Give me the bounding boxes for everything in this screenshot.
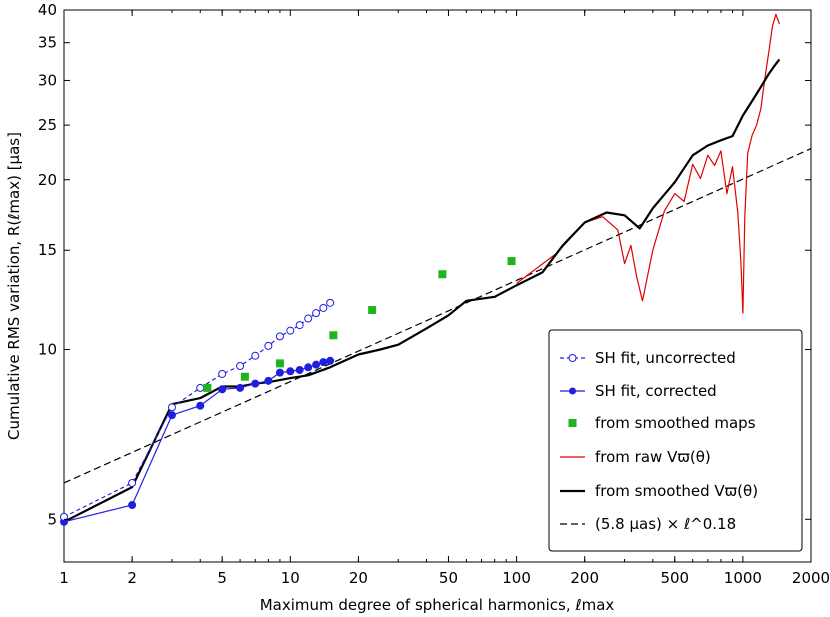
x-tick-label: 1000 bbox=[724, 569, 762, 587]
corrected-point bbox=[251, 379, 260, 388]
legend-label-smoothed: from smoothed Vϖ(θ) bbox=[595, 482, 758, 500]
smoothed-map-point bbox=[438, 270, 447, 279]
y-tick-label: 25 bbox=[38, 116, 57, 134]
legend-label-uncorrected: SH fit, uncorrected bbox=[595, 349, 736, 367]
corrected-point bbox=[326, 356, 335, 365]
smoothed-map-point bbox=[368, 306, 377, 315]
smoothed-map-point bbox=[275, 359, 284, 368]
uncorrected-point bbox=[264, 341, 273, 350]
x-tick-label: 2000 bbox=[792, 569, 830, 587]
corrected-point bbox=[218, 385, 227, 394]
x-tick-label: 100 bbox=[502, 569, 531, 587]
corrected-point bbox=[275, 368, 284, 377]
corrected-point bbox=[312, 360, 321, 369]
y-tick-label: 5 bbox=[47, 510, 57, 528]
legend-label-fit: (5.8 μas) × ℓ^0.18 bbox=[595, 515, 736, 533]
uncorrected-point bbox=[218, 369, 227, 378]
legend: SH fit, uncorrected SH fit, corrected fr… bbox=[548, 329, 803, 552]
corrected-point bbox=[264, 376, 273, 385]
smoothed-map-point bbox=[203, 383, 212, 392]
y-tick-label: 35 bbox=[38, 34, 57, 52]
uncorrected-point bbox=[312, 309, 321, 318]
uncorrected-point bbox=[128, 478, 137, 487]
tick-layer: 1 2 5 10 20 50 100 200 500 1000 200051015202530354… bbox=[38, 1, 830, 587]
y-axis-label: Cumulative RMS variation, R(ℓmax) [μas] bbox=[5, 132, 23, 440]
smoothed-map-point bbox=[507, 257, 516, 266]
legend-label-raw: from raw Vϖ(θ) bbox=[595, 448, 711, 466]
x-tick-label: 200 bbox=[570, 569, 599, 587]
y-tick-label: 30 bbox=[38, 71, 57, 89]
uncorrected-point bbox=[326, 298, 335, 307]
uncorrected-point bbox=[286, 326, 295, 335]
x-tick-label: 50 bbox=[439, 569, 458, 587]
uncorrected-point bbox=[236, 361, 245, 370]
uncorrected-point bbox=[319, 303, 328, 312]
uncorrected-point bbox=[167, 403, 176, 412]
legend-handles bbox=[560, 354, 585, 525]
series-layer bbox=[60, 13, 812, 526]
uncorrected-point bbox=[295, 321, 304, 330]
x-tick-label: 1 bbox=[59, 569, 69, 587]
legend-box bbox=[548, 329, 803, 552]
x-tick-label: 5 bbox=[217, 569, 227, 587]
y-tick-label: 10 bbox=[38, 341, 57, 359]
x-tick-label: 10 bbox=[281, 569, 300, 587]
legend-label-corrected: SH fit, corrected bbox=[595, 382, 717, 400]
uncorrected-point bbox=[275, 332, 284, 341]
legend-marker-corrected bbox=[569, 387, 576, 395]
x-tick-label: 2 bbox=[127, 569, 137, 587]
x-tick-label: 20 bbox=[349, 569, 368, 587]
corrected-point bbox=[304, 363, 313, 372]
legend-marker-uncorrected bbox=[568, 354, 577, 362]
y-tick-label: 40 bbox=[38, 1, 57, 19]
corrected-point bbox=[286, 367, 295, 376]
y-tick-label: 15 bbox=[38, 241, 57, 259]
fit-line bbox=[63, 148, 812, 484]
legend-marker-smoothed-maps bbox=[568, 419, 577, 427]
legend-label-smoothed-maps: from smoothed maps bbox=[595, 414, 756, 432]
corrected-point bbox=[295, 365, 304, 374]
smoothed-map-point bbox=[329, 331, 338, 340]
uncorrected-point bbox=[196, 383, 205, 392]
x-axis-label: Maximum degree of spherical harmonics, ℓ… bbox=[260, 596, 615, 614]
corrected-point bbox=[196, 401, 205, 410]
corrected-point bbox=[128, 501, 137, 510]
corrected-point bbox=[167, 411, 176, 420]
corrected-point bbox=[236, 383, 245, 392]
uncorrected-point bbox=[60, 512, 68, 521]
corrected-point bbox=[319, 358, 328, 367]
x-tick-label: 500 bbox=[660, 569, 689, 587]
uncorrected-point bbox=[251, 351, 260, 360]
uncorrected-point bbox=[304, 314, 313, 323]
smoothed-map-point bbox=[240, 372, 249, 381]
raw-series-line bbox=[516, 13, 780, 314]
y-tick-label: 20 bbox=[38, 171, 57, 189]
